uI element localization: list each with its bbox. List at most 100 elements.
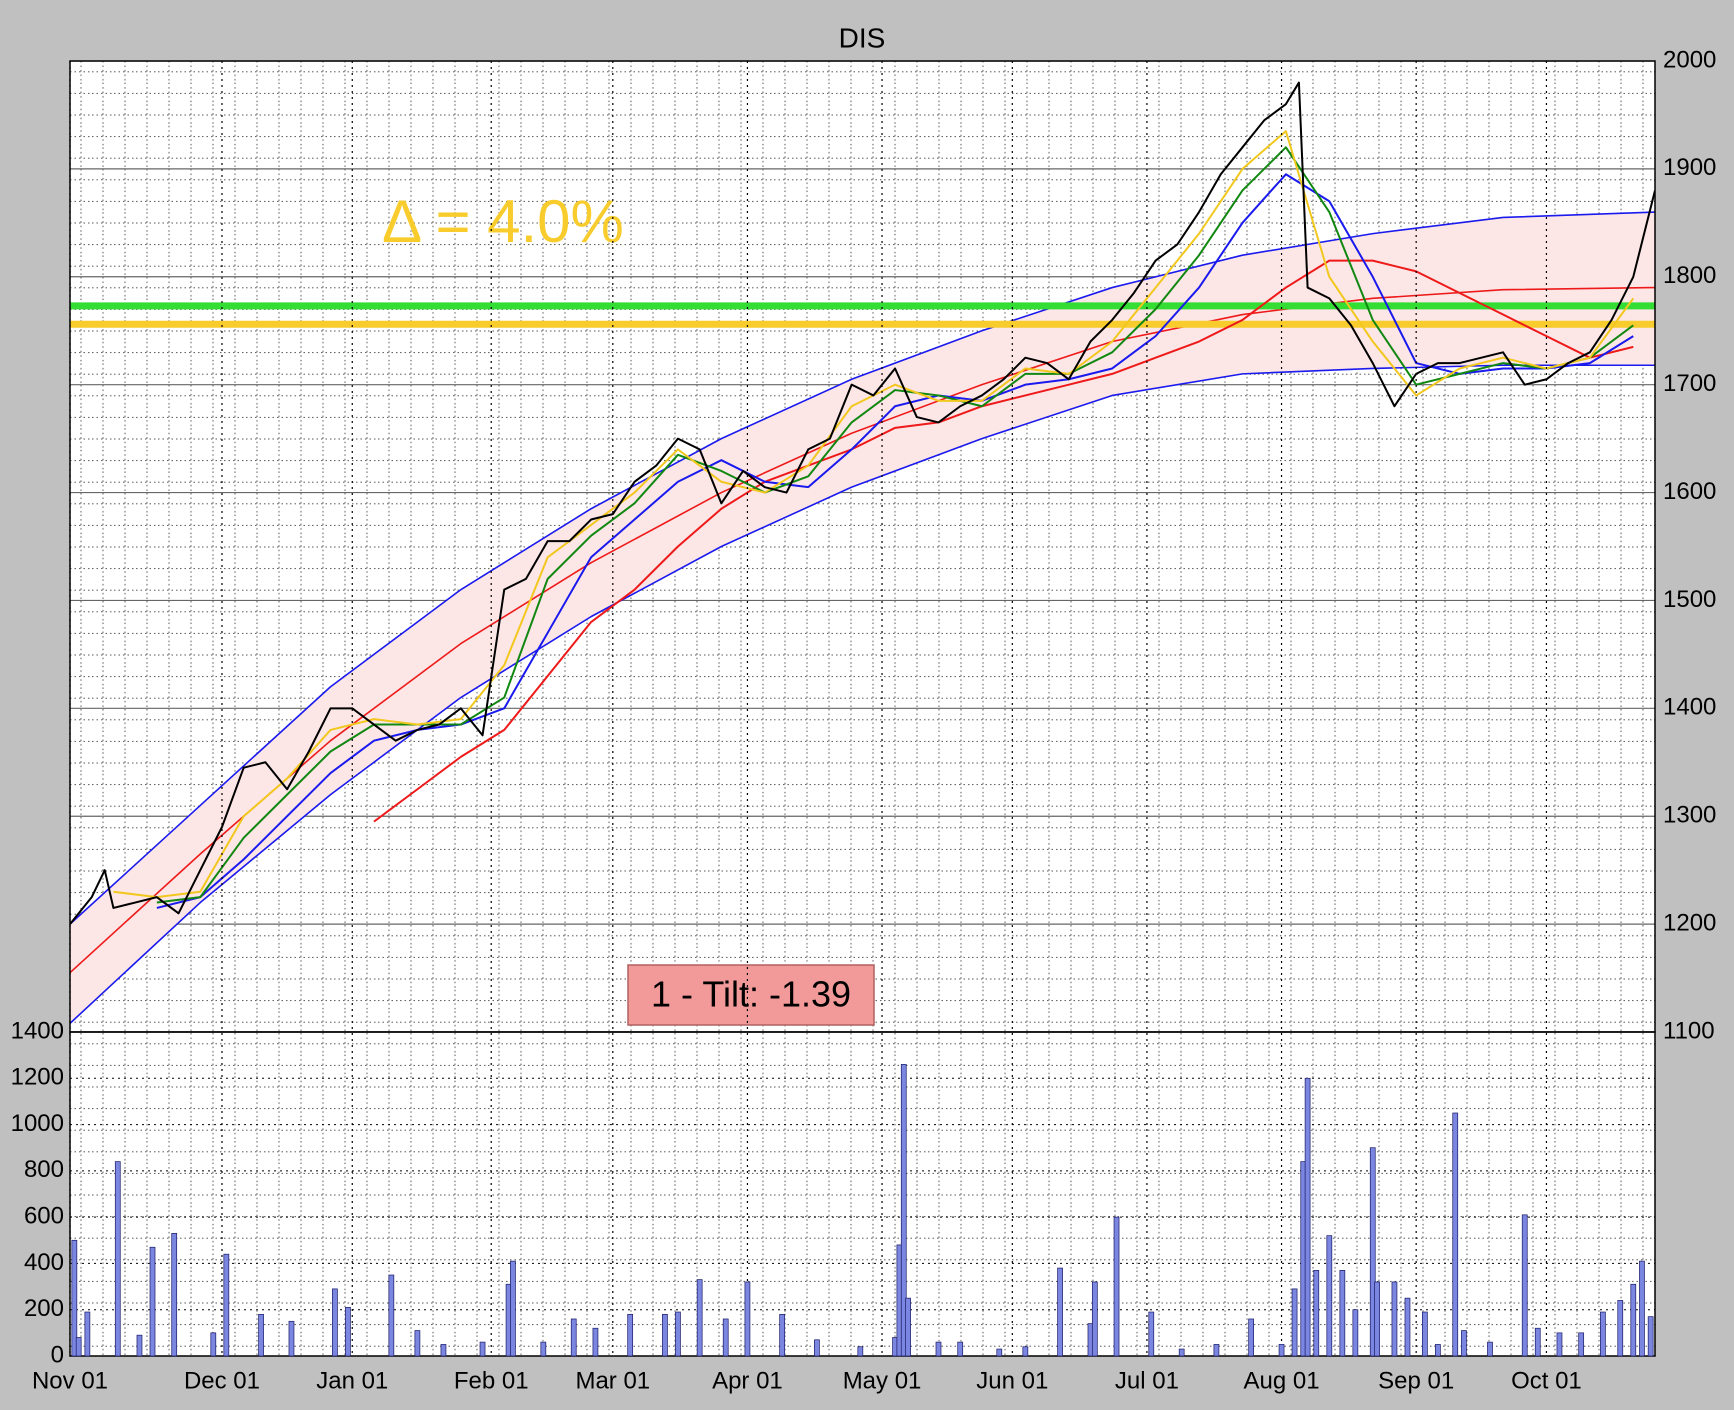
series-line [70,364,1655,1024]
volume-bar [114,1161,121,1357]
volume-bar [1113,1216,1120,1357]
y-tick-label: 1200 [11,1064,64,1091]
y-tick-label: 1100 [1663,1017,1715,1044]
volume-bar [136,1334,143,1357]
y-tick-label: 1200 [1663,909,1716,936]
volume-bar [857,1346,864,1357]
volume-bar [935,1341,942,1357]
delta-annotation: Δ = 4.0% [382,188,624,255]
y-tick-label: 200 [24,1295,64,1322]
volume-bar [570,1318,577,1357]
price-panel [70,61,1655,1032]
volume-bar [1647,1316,1654,1357]
volume-bar [1313,1270,1320,1357]
volume-bar [1352,1309,1359,1357]
volume-bar [1278,1344,1285,1357]
volume-bar [75,1337,82,1357]
x-tick-label: Sep 01 [1378,1367,1454,1394]
volume-bar [149,1246,156,1357]
x-tick-label: Jul 01 [1115,1367,1179,1394]
volume-bar [1435,1344,1441,1357]
volume-bar [540,1341,547,1357]
volume-bar [996,1348,1003,1357]
volume-bar [1556,1332,1563,1357]
volume-bar [1178,1348,1185,1357]
volume-bar [1521,1214,1528,1357]
x-tick-label: Nov 01 [32,1367,108,1394]
volume-bar [1148,1311,1155,1357]
volume-bar [957,1341,964,1357]
volume-bar [288,1320,295,1357]
overlay: Δ = 4.0% 1 - Tilt: -1.39 [382,188,875,1026]
y-tick-label: 1400 [1663,694,1716,721]
y-tick-label: 2000 [1663,46,1716,73]
volume-bar [1391,1281,1398,1357]
x-tick-label: Dec 01 [184,1367,260,1394]
volume-bar [171,1232,178,1357]
volume-bar [440,1344,447,1357]
volume-bar [414,1330,421,1357]
y-tick-label: 600 [24,1202,64,1229]
volume-bar [1057,1267,1063,1357]
volume-bar [479,1341,486,1357]
volume-bar [744,1281,751,1357]
y-tick-label: 1800 [1663,262,1716,289]
volume-bar [1248,1318,1255,1357]
volume-bar [345,1307,351,1357]
volume-bar [1534,1327,1541,1357]
volume-bar [258,1313,264,1357]
y-tick-label: 1600 [1663,478,1716,505]
volume-bar [1639,1260,1645,1357]
volume-bar [1487,1341,1493,1357]
y-tick-label: 1300 [1663,802,1716,829]
y-tick-label: 1000 [11,1110,64,1137]
volume-bar [592,1327,599,1357]
volume-bar [1339,1270,1346,1357]
series-line [70,211,1655,925]
volume-bar [696,1279,703,1357]
volume-bar [223,1253,230,1357]
series-line [373,259,1634,823]
tilt-label: 1 - Tilt: -1.39 [651,974,851,1015]
x-tick-label: Aug 01 [1244,1367,1320,1394]
tilt-box [627,964,875,1026]
volume-bar [1369,1147,1376,1357]
y-tick-label: 400 [24,1249,64,1276]
volume-bar [814,1339,820,1357]
volume-bar [1461,1330,1467,1357]
x-tick-label: Mar 01 [575,1367,650,1394]
volume-bar [1326,1235,1333,1357]
volume-bar [722,1318,729,1357]
x-tick-label: May 01 [843,1367,922,1394]
volume-bar [210,1332,217,1357]
volume-bar [1304,1077,1311,1357]
series-line [70,286,1655,974]
y-tick-label: 1900 [1663,154,1716,181]
volume-bar [1091,1281,1098,1357]
series-line [70,81,1655,925]
x-tick-label: Feb 01 [454,1367,529,1394]
volume-bar [84,1311,91,1357]
x-tick-label: Oct 01 [1511,1367,1582,1394]
volume-bar [627,1313,634,1357]
volume-bar [1374,1281,1380,1357]
volume-bar [332,1288,338,1357]
volume-bar [1630,1283,1637,1357]
x-tick-label: Apr 01 [712,1367,783,1394]
volume-bar [905,1297,911,1357]
volume-bar [1578,1332,1585,1357]
volume-bar [662,1313,668,1357]
channel-band [70,212,1655,1024]
volume-bar [1404,1297,1411,1357]
volume-bar [1022,1346,1029,1357]
y-tick-label: 1400 [11,1017,64,1044]
y-tick-label: 0 [51,1341,64,1368]
x-tick-label: Jun 01 [976,1367,1048,1394]
volume-bar [1452,1112,1459,1357]
volume-bar [779,1313,786,1357]
volume-bar [675,1311,681,1357]
volume-bar [388,1274,395,1357]
volume-bar [900,1064,907,1357]
